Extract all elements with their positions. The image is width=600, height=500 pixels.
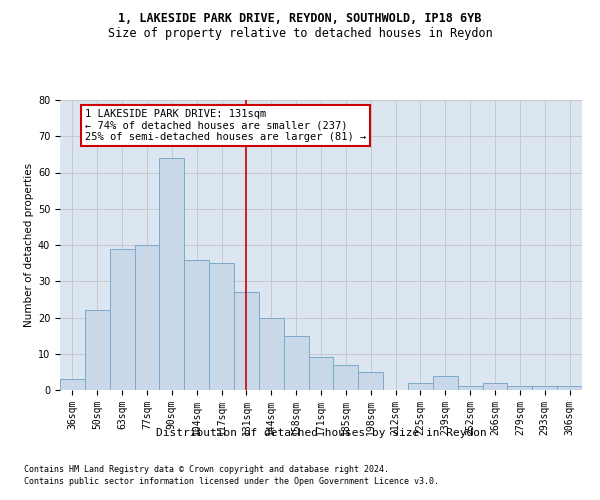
- Bar: [508, 386, 532, 390]
- Bar: [482, 383, 508, 390]
- Text: 1 LAKESIDE PARK DRIVE: 131sqm
← 74% of detached houses are smaller (237)
25% of : 1 LAKESIDE PARK DRIVE: 131sqm ← 74% of d…: [85, 109, 366, 142]
- Bar: [259, 318, 284, 390]
- Bar: [209, 263, 234, 390]
- Bar: [110, 248, 134, 390]
- Bar: [160, 158, 184, 390]
- Bar: [334, 364, 358, 390]
- Bar: [458, 386, 482, 390]
- Bar: [85, 310, 110, 390]
- Bar: [234, 292, 259, 390]
- Bar: [433, 376, 458, 390]
- Bar: [532, 386, 557, 390]
- Text: Contains HM Land Registry data © Crown copyright and database right 2024.: Contains HM Land Registry data © Crown c…: [24, 465, 389, 474]
- Bar: [358, 372, 383, 390]
- Bar: [284, 336, 308, 390]
- Text: Size of property relative to detached houses in Reydon: Size of property relative to detached ho…: [107, 28, 493, 40]
- Bar: [557, 386, 582, 390]
- Bar: [308, 358, 334, 390]
- Text: Contains public sector information licensed under the Open Government Licence v3: Contains public sector information licen…: [24, 477, 439, 486]
- Bar: [60, 379, 85, 390]
- Bar: [184, 260, 209, 390]
- Text: Distribution of detached houses by size in Reydon: Distribution of detached houses by size …: [155, 428, 487, 438]
- Bar: [134, 245, 160, 390]
- Y-axis label: Number of detached properties: Number of detached properties: [24, 163, 34, 327]
- Text: 1, LAKESIDE PARK DRIVE, REYDON, SOUTHWOLD, IP18 6YB: 1, LAKESIDE PARK DRIVE, REYDON, SOUTHWOL…: [118, 12, 482, 26]
- Bar: [408, 383, 433, 390]
